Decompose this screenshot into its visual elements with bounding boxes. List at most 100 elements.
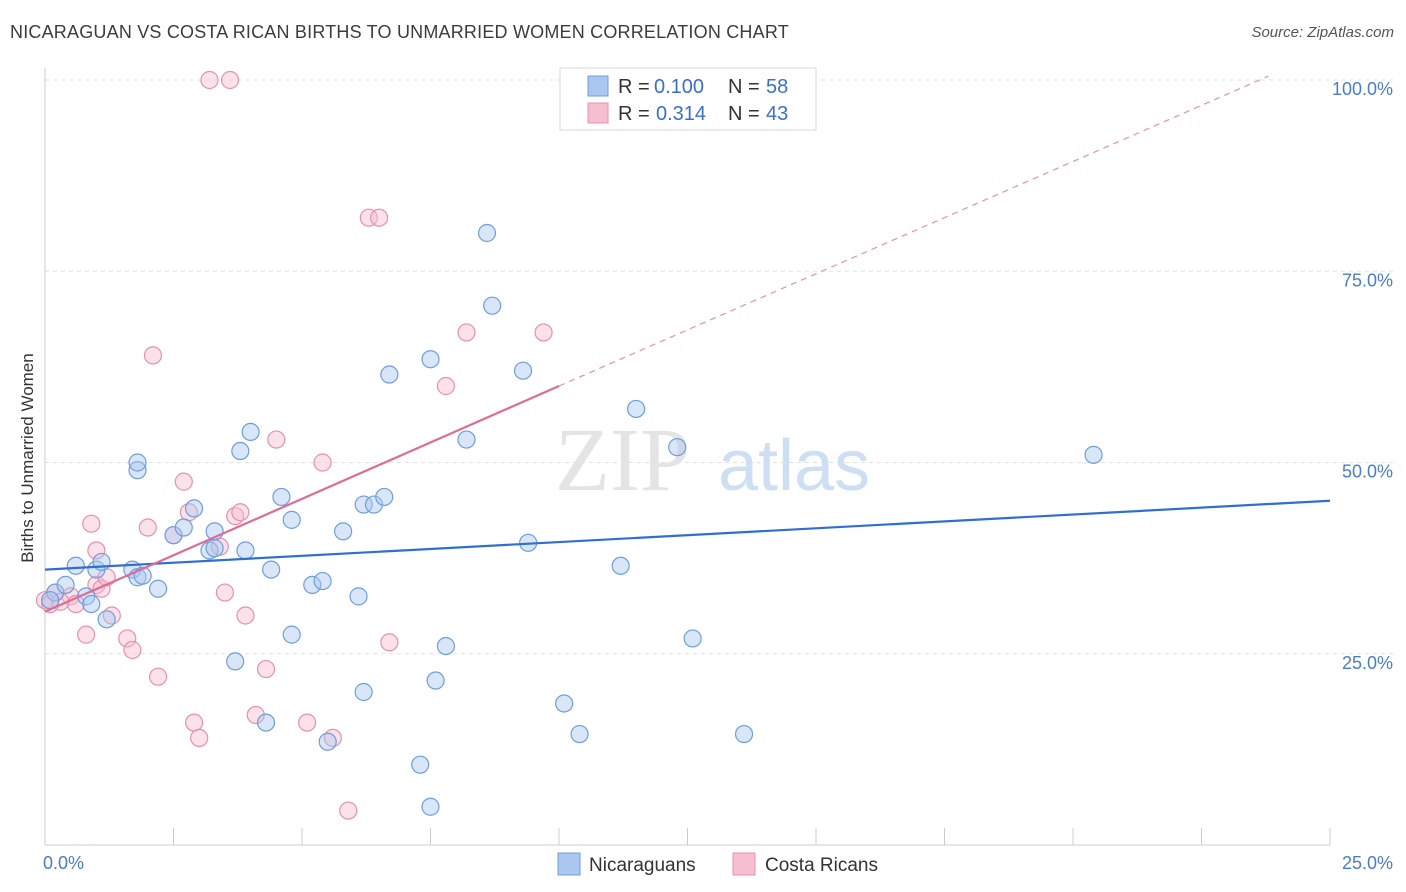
chart-title: NICARAGUAN VS COSTA RICAN BIRTHS TO UNMA… [10, 22, 789, 42]
nicaraguan-point-49 [555, 694, 574, 713]
y-tick-label-2: 75.0% [1342, 270, 1393, 290]
nicaraguan-point-31 [318, 732, 337, 751]
y-tick-label-1: 50.0% [1342, 462, 1393, 482]
nicaraguan-points [41, 223, 1103, 816]
costa-rican-point-24 [215, 583, 234, 602]
costa-rican-point-31 [267, 430, 286, 449]
x-tick-labels: 0.0% 25.0% [43, 853, 1393, 873]
legend-n-label-2: N = [728, 103, 760, 125]
y-tick-labels: 25.0% 50.0% 75.0% 100.0% [1332, 79, 1393, 673]
costa-rican-point-12 [118, 629, 137, 648]
costa-rican-point-40 [457, 323, 476, 342]
nicaraguan-point-21 [241, 422, 260, 441]
nicaraguan-point-26 [272, 487, 291, 507]
nicaraguan-point-6 [82, 594, 101, 614]
bottom-legend: Nicaraguans Costa Ricans [557, 852, 878, 876]
y-tick-label-0: 25.0% [1342, 653, 1393, 673]
watermark-zip: ZIP [555, 411, 690, 510]
bottom-legend-swatch-nicaraguans [557, 852, 581, 876]
bottom-legend-swatch-costa-ricans [732, 852, 756, 876]
legend-swatch-nicaraguans [587, 75, 609, 97]
costa-rican-trend-extension [558, 75, 1269, 387]
nicaraguan-trend-line [44, 499, 1331, 571]
nicaraguan-point-25 [262, 560, 281, 579]
nicaraguan-point-41 [421, 350, 440, 369]
nicaraguan-point-45 [477, 223, 497, 243]
costa-rican-point-21 [190, 728, 209, 748]
nicaraguan-point-33 [354, 682, 373, 702]
nicaraguan-point-42 [421, 797, 440, 816]
costa-rican-point-15 [143, 346, 163, 365]
bottom-legend-costa-ricans: Costa Ricans [765, 855, 878, 876]
costa-rican-point-29 [246, 705, 265, 725]
source-credit: Source: ZipAtlas.com [1251, 24, 1394, 41]
nicaraguan-point-36 [364, 495, 384, 514]
x-tick-label-0: 0.0% [43, 853, 84, 873]
costa-rican-point-36 [359, 208, 378, 227]
nicaraguan-point-32 [334, 522, 353, 541]
costa-rican-point-20 [184, 713, 204, 732]
costa-rican-point-28 [236, 606, 255, 625]
trend-lines [44, 75, 1331, 613]
nicaraguan-point-51 [611, 556, 630, 575]
legend-r-label-2: R = [618, 103, 650, 125]
nicaraguan-point-39 [411, 755, 430, 774]
nicaraguan-point-29 [303, 575, 322, 595]
costa-rican-point-13 [123, 640, 142, 660]
nicaraguan-point-20 [231, 441, 250, 461]
costa-rican-point-41 [534, 323, 553, 342]
y-axis-label: Births to Unmarried Women [18, 353, 37, 562]
nicaraguan-point-50 [570, 724, 589, 744]
nicaraguan-point-7 [97, 610, 116, 629]
y-tick-label-3: 100.0% [1332, 79, 1393, 99]
nicaraguan-point-35 [354, 495, 373, 514]
legend-r-label-1: R = [618, 76, 650, 98]
costa-rican-points [35, 70, 553, 820]
costa-rican-point-14 [138, 518, 157, 537]
nicaraguan-point-11 [148, 579, 168, 598]
nicaraguan-point-46 [483, 296, 502, 315]
nicaraguan-point-15 [174, 518, 193, 537]
nicaraguan-point-47 [513, 361, 533, 380]
nicaraguan-point-28 [282, 625, 301, 644]
legend-box: R = 0.100 N = 58 R = 0.314 N = 43 [559, 67, 817, 131]
nicaraguan-point-40 [426, 671, 445, 690]
bottom-legend-nicaraguans: Nicaraguans [589, 855, 696, 876]
nicaraguan-point-56 [1084, 445, 1103, 464]
costa-rican-trend-line [44, 384, 560, 613]
x-tick-label-1: 25.0% [1342, 853, 1393, 873]
watermark-atlas: atlas [718, 426, 870, 506]
costa-rican-point-27 [231, 503, 250, 522]
nicaraguan-point-44 [457, 430, 476, 449]
nicaraguan-point-52 [626, 399, 646, 419]
costa-rican-point-37 [370, 208, 389, 227]
costa-rican-point-16 [148, 667, 168, 686]
nicaraguan-point-23 [226, 652, 245, 671]
costa-rican-point-25 [220, 70, 240, 90]
nicaraguan-point-19 [205, 539, 224, 558]
costa-rican-point-30 [256, 659, 276, 679]
grid-lines [45, 79, 1395, 655]
nicaraguan-point-55 [734, 724, 754, 744]
legend-n-value-1: 58 [766, 76, 788, 98]
axes [44, 68, 1331, 846]
nicaraguan-point-54 [683, 629, 702, 648]
nicaraguan-point-13 [128, 453, 147, 472]
legend-r-value-1: 0.100 [654, 76, 704, 98]
nicaraguan-point-2 [66, 556, 85, 575]
costa-rican-point-22 [200, 70, 219, 90]
costa-rican-point-8 [87, 541, 106, 560]
costa-rican-point-33 [313, 453, 332, 472]
nicaraguan-point-22 [236, 541, 255, 560]
nicaraguan-point-14 [164, 526, 183, 545]
legend-n-value-2: 43 [766, 103, 788, 125]
nicaraguan-point-43 [436, 636, 456, 656]
costa-rican-point-18 [174, 472, 193, 491]
legend-r-value-2: 0.314 [656, 103, 706, 125]
costa-rican-point-5 [77, 625, 96, 644]
nicaraguan-point-38 [380, 365, 399, 384]
legend-swatch-costa-ricans [587, 102, 609, 124]
nicaraguan-point-1 [56, 575, 75, 595]
nicaraguan-point-30 [313, 571, 332, 591]
